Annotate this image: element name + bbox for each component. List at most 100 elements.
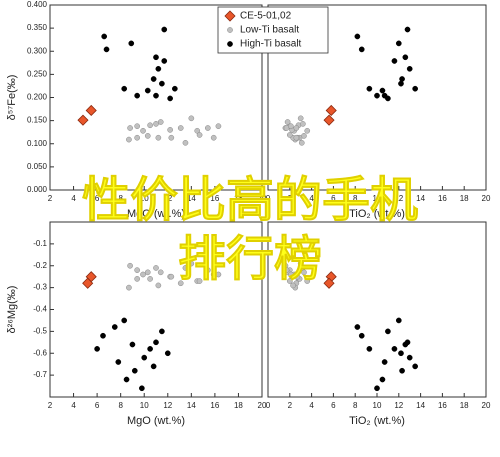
circle-marker xyxy=(298,139,305,146)
diamond-marker xyxy=(82,277,94,289)
circle-marker xyxy=(406,65,413,72)
circle-marker xyxy=(297,115,304,122)
circle-marker xyxy=(123,376,130,383)
circle-marker xyxy=(301,133,307,139)
circle-marker xyxy=(399,76,405,82)
y-axis-label: δ⁵⁷Fe(‰) xyxy=(6,75,18,121)
x-tick-label: 2 xyxy=(48,401,53,410)
x-tick-label: 18 xyxy=(460,401,469,410)
circle-marker xyxy=(134,92,141,99)
x-axis-label: TiO₂ (wt.%) xyxy=(349,208,405,220)
circle-marker xyxy=(366,85,373,92)
x-tick-label: 16 xyxy=(438,401,447,410)
circle-marker xyxy=(182,139,189,146)
circle-marker xyxy=(139,385,145,392)
circle-marker xyxy=(144,133,151,139)
circle-marker xyxy=(381,359,388,365)
y-tick-label: 0.300 xyxy=(27,46,48,55)
overlay-text: 排行榜 xyxy=(178,231,322,287)
y-tick-label: -0.3 xyxy=(33,283,47,292)
diamond-marker xyxy=(323,114,335,126)
y-tick-label: -0.2 xyxy=(33,261,47,270)
circle-marker xyxy=(147,346,153,352)
circle-marker xyxy=(399,367,405,374)
x-tick-label: 10 xyxy=(373,194,382,203)
y-tick-label: 0.200 xyxy=(27,93,48,102)
circle-marker xyxy=(168,273,175,280)
circle-marker xyxy=(121,85,128,92)
x-tick-label: 0 xyxy=(266,194,271,203)
circle-marker xyxy=(131,367,138,374)
circle-marker xyxy=(391,58,398,64)
y-tick-label: 0.000 xyxy=(27,185,48,194)
y-tick-label: -0.4 xyxy=(33,305,47,314)
circle-marker xyxy=(153,339,159,346)
x-tick-label: 0 xyxy=(266,401,271,410)
circle-marker xyxy=(168,134,175,141)
y-tick-label: 0.350 xyxy=(27,23,48,32)
y-tick-label: 0.150 xyxy=(27,116,48,125)
x-tick-label: 18 xyxy=(234,401,243,410)
circle-marker xyxy=(101,33,108,40)
circle-marker xyxy=(127,262,133,269)
circle-marker xyxy=(140,271,146,278)
circle-marker xyxy=(374,92,380,99)
circle-marker xyxy=(134,267,141,273)
y-tick-label: -0.7 xyxy=(33,370,47,379)
circle-marker xyxy=(141,354,148,361)
circle-marker xyxy=(177,125,184,131)
circle-marker xyxy=(304,127,311,134)
x-axis-label: MgO (wt.%) xyxy=(127,208,185,220)
overlay-text: 性价比高的手机 xyxy=(82,172,418,228)
circle-marker xyxy=(94,346,100,352)
y-tick-label: 0.400 xyxy=(27,0,48,9)
circle-marker xyxy=(167,127,173,133)
circle-marker xyxy=(153,92,159,99)
x-tick-label: 20 xyxy=(258,194,267,203)
legend-label: Low-Ti basalt xyxy=(240,25,299,36)
x-tick-label: 12 xyxy=(163,401,172,410)
circle-marker xyxy=(412,363,418,370)
x-tick-label: 20 xyxy=(482,401,491,410)
y-tick-label: -0.1 xyxy=(33,239,47,248)
circle-marker xyxy=(157,119,164,125)
circle-marker xyxy=(147,276,153,282)
circle-marker xyxy=(354,33,361,40)
circle-marker xyxy=(293,134,300,141)
x-tick-label: 12 xyxy=(394,401,403,410)
circle-marker xyxy=(150,363,157,370)
circle-marker xyxy=(171,85,178,92)
circle-marker xyxy=(379,87,386,94)
circle-marker xyxy=(283,267,290,273)
x-tick-label: 18 xyxy=(234,194,243,203)
x-tick-label: 2 xyxy=(288,401,293,410)
x-tick-label: 6 xyxy=(331,401,336,410)
y-axis-label: δ²⁶Mg(‰) xyxy=(6,286,18,334)
circle-marker xyxy=(144,269,151,276)
x-tick-label: 6 xyxy=(95,401,100,410)
x-tick-label: 2 xyxy=(288,194,293,203)
x-tick-label: 14 xyxy=(416,401,425,410)
circle-marker xyxy=(182,265,189,271)
x-tick-label: 12 xyxy=(163,194,172,203)
x-tick-label: 12 xyxy=(394,194,403,203)
x-tick-label: 8 xyxy=(353,194,358,203)
circle-marker xyxy=(354,324,361,330)
x-tick-label: 4 xyxy=(309,194,314,203)
circle-marker xyxy=(391,346,398,352)
circle-marker xyxy=(358,332,365,339)
circle-marker xyxy=(111,324,118,330)
circle-marker xyxy=(286,278,293,284)
x-tick-label: 20 xyxy=(482,194,491,203)
x-tick-label: 20 xyxy=(258,401,267,410)
x-tick-label: 8 xyxy=(353,401,358,410)
circle-marker xyxy=(155,282,162,289)
circle-marker xyxy=(103,46,110,53)
x-tick-label: 10 xyxy=(140,401,149,410)
circle-marker xyxy=(395,40,402,47)
circle-marker xyxy=(284,119,291,125)
circle-marker xyxy=(215,123,222,130)
circle-marker xyxy=(167,95,173,102)
circle-marker xyxy=(144,87,151,94)
circle-marker xyxy=(204,267,211,273)
